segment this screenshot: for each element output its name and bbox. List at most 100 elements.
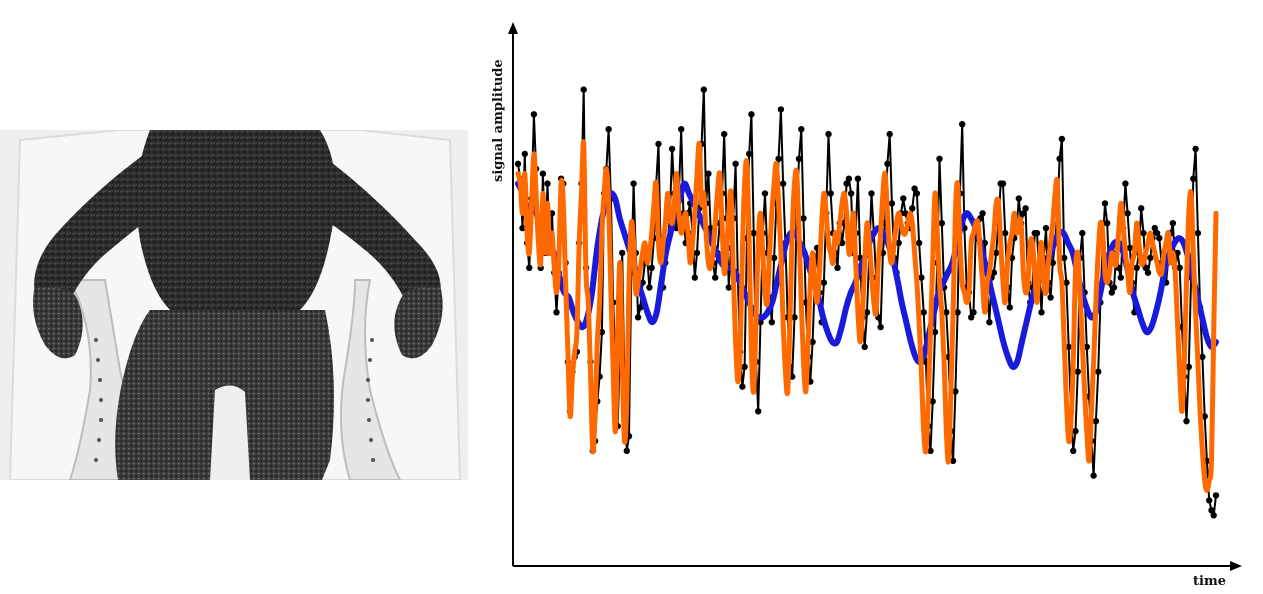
series-0-point-233: [1042, 224, 1050, 232]
series-0-point-196: [959, 121, 966, 128]
series-0-point-156: [868, 190, 875, 197]
series-0-point-300: [1194, 229, 1202, 237]
series-0-point-145: [843, 180, 850, 187]
y-axis-label: signal amplitude: [491, 59, 506, 182]
series-0-point-138: [827, 190, 834, 197]
series-0-point-276: [1140, 229, 1147, 237]
series-0-point-262: [1108, 289, 1116, 296]
series-0-point-96: [732, 160, 739, 167]
series-0-point-174: [909, 205, 916, 212]
x-axis-label: time: [1193, 574, 1226, 589]
series-0-point-160: [877, 323, 884, 331]
series-0-point-154: [863, 309, 871, 316]
series-0-point-193: [952, 388, 959, 395]
series-0-point-68: [668, 145, 676, 153]
series-0-point-182: [927, 447, 934, 455]
series-0-point-113: [770, 254, 778, 262]
series-0-point-117: [779, 180, 787, 187]
y-axis-arrow: [508, 22, 518, 34]
series-0-point-40: [605, 126, 612, 133]
series-0-point-247: [1074, 368, 1082, 375]
series-0-point-223: [1020, 210, 1027, 217]
series-0-point-192: [949, 457, 957, 464]
series-0-point-292: [1176, 264, 1183, 271]
series-0-point-53: [634, 314, 642, 321]
series-0-point-269: [1124, 210, 1131, 217]
series-0-point-141: [834, 264, 841, 271]
series-0-point-281: [1151, 224, 1159, 232]
series-0-point-245: [1070, 447, 1077, 455]
series-0-point-58: [646, 284, 653, 291]
series-0-point-78: [691, 274, 698, 281]
series-0-point-0: [514, 160, 522, 167]
series-0-point-29: [580, 86, 587, 93]
series-0-point-13: [544, 180, 551, 187]
series-0-point-175: [911, 185, 918, 192]
series-0-point-273: [1133, 264, 1140, 271]
series-0-point-179: [920, 309, 927, 316]
series-0-point-91: [721, 130, 728, 138]
series-0-point-260: [1104, 220, 1111, 227]
series-0-point-165: [888, 200, 896, 207]
series-0-point-299: [1192, 145, 1199, 153]
series-0-point-215: [1002, 229, 1009, 237]
seated-person-photo: [0, 130, 468, 480]
series-0-point-163: [884, 160, 891, 167]
person-arm-right: [310, 150, 441, 300]
series-0-point-183: [929, 398, 936, 405]
series-0-point-224: [1022, 205, 1029, 212]
series-0-point-102: [746, 150, 753, 158]
series-0-point-305: [1206, 497, 1213, 504]
series-2: [515, 139, 1219, 493]
series-0-point-251: [1083, 343, 1091, 351]
series-0-point-3: [521, 150, 528, 158]
series-0-point-187: [938, 220, 945, 227]
series-0-point-115: [775, 155, 782, 162]
series-0-point-178: [918, 274, 925, 281]
series-0-point-116: [777, 106, 785, 113]
series-0-point-17: [553, 309, 560, 316]
series-0-point-214: [999, 180, 1007, 187]
series-0-point-275: [1138, 205, 1145, 212]
series-0-point-221: [1015, 195, 1022, 202]
series-0-point-240: [1058, 135, 1066, 143]
person-torso: [136, 130, 336, 310]
series-0-point-150: [854, 175, 862, 182]
series-0-point-176: [913, 190, 921, 197]
series-0-point-126: [800, 215, 807, 222]
series-0-point-201: [970, 309, 977, 316]
series-0-point-303: [1201, 413, 1208, 420]
series-0-point-302: [1199, 353, 1206, 361]
series-0-point-278: [1144, 269, 1152, 276]
series-0-point-2: [519, 224, 526, 232]
person-hand-right: [394, 285, 443, 359]
series-0-point-217: [1006, 304, 1013, 311]
series-0-point-153: [861, 343, 868, 351]
series-0-point-62: [655, 140, 662, 148]
series-0-point-263: [1110, 284, 1118, 291]
series-0-point-242: [1063, 279, 1070, 286]
series-0-point-147: [847, 190, 855, 197]
chair-seat-gap: [210, 385, 250, 480]
series-0-point-54: [637, 304, 644, 311]
series-0-point-255: [1092, 418, 1100, 425]
series-0-point-246: [1072, 427, 1079, 435]
series-0-point-99: [739, 383, 746, 390]
series-0-point-100: [741, 363, 748, 370]
series-0-point-168: [895, 239, 902, 247]
series-0-point-130: [809, 338, 816, 346]
chair-studs: [94, 338, 375, 462]
series-0-point-231: [1038, 309, 1045, 316]
series-0-point-143: [838, 239, 846, 247]
person-arm-left: [34, 150, 160, 300]
series-0-point-306: [1208, 507, 1215, 514]
series-0-point-194: [954, 309, 961, 316]
series-0-point-11: [539, 170, 547, 177]
series-0-point-82: [700, 86, 707, 93]
series-0-point-279: [1147, 254, 1154, 262]
series-0-point-249: [1079, 229, 1086, 237]
series-0-point-48: [623, 447, 630, 455]
series-0-point-137: [825, 130, 832, 138]
person-hand-left: [32, 285, 83, 359]
series-0-point-189: [943, 309, 950, 316]
